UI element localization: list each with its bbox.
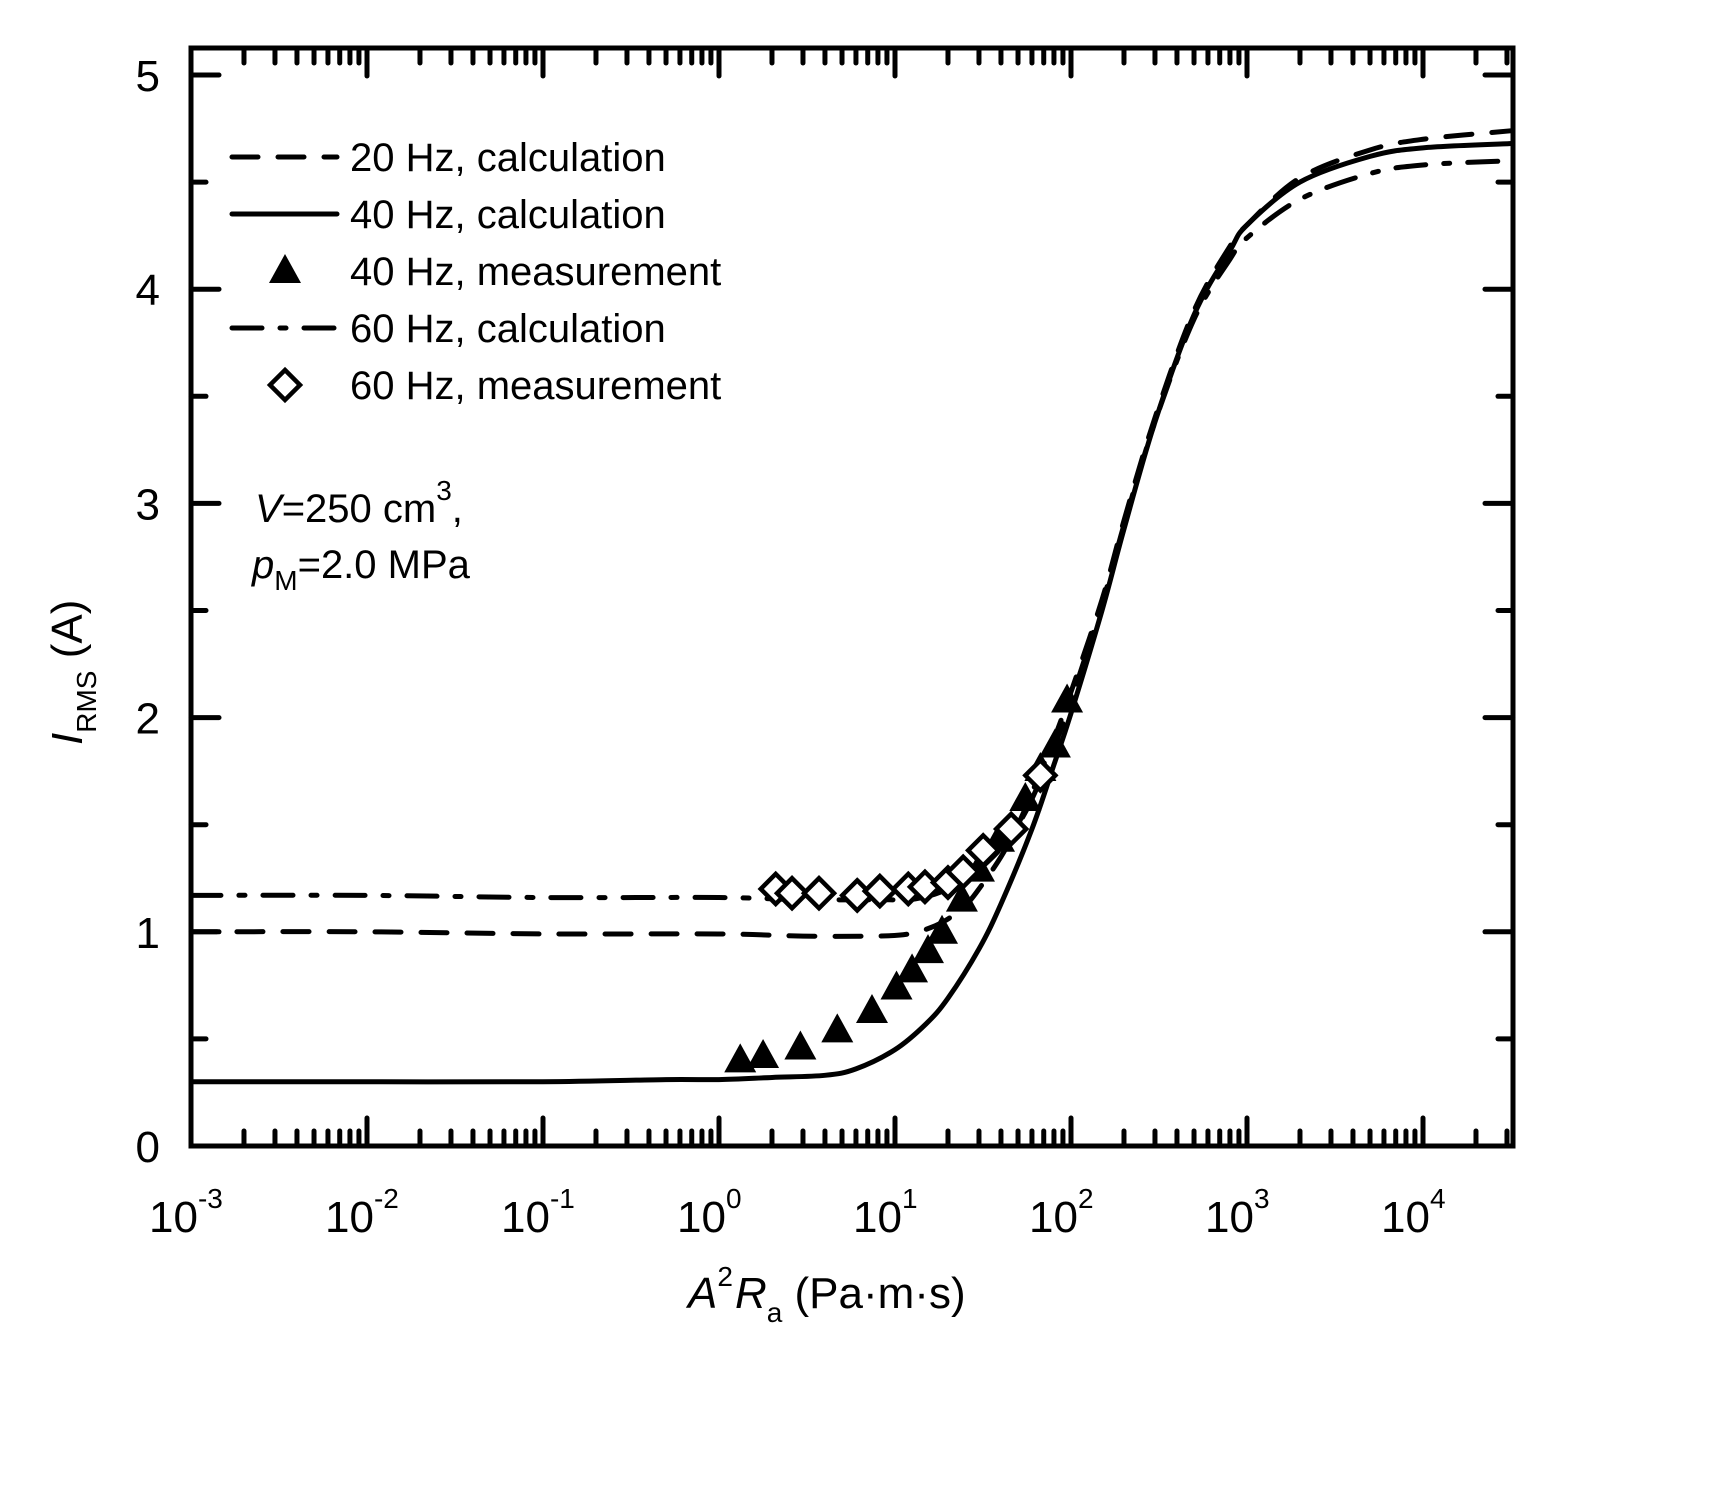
y-tick-label: 3 [136,480,160,529]
legend-label: 40 Hz, measurement [350,250,721,294]
x-tick-base: 10 [149,1193,198,1242]
x-tick-base: 10 [325,1193,374,1242]
x-tick-base: 10 [1205,1193,1254,1242]
x-tick-label: 103 [1205,1183,1270,1242]
y-title-sub: RMS [71,671,102,733]
marker-triangle [880,970,913,1000]
x-tick-base: 10 [853,1193,902,1242]
x-title-a: A [685,1269,717,1318]
y-tick-label: 2 [136,695,160,744]
series-line-60-hz-calculation [191,158,1513,903]
annotation-line1: V=250 cm3, [255,475,463,531]
marker-triangle [912,934,945,964]
legend-item: 40 Hz, calculation [229,193,666,237]
x-tick-exponent: -1 [550,1183,575,1214]
marker-diamond [861,872,899,910]
annotation-pressure: =2.0 MPa [298,543,471,587]
markers-layer [724,683,1084,1073]
legend: 20 Hz, calculation 40 Hz, calculation 40 H… [229,136,721,408]
marker-triangle [821,1013,854,1043]
marker-diamond [800,875,838,912]
marker-triangle [1038,728,1071,758]
y-tick-label: 1 [136,909,160,958]
x-tick-exponent: 0 [726,1183,742,1214]
x-tick-exponent: 2 [1078,1183,1094,1214]
x-tick-base: 10 [677,1193,726,1242]
annotation-var-p: p [251,543,274,587]
legend-label: 60 Hz, calculation [350,307,666,351]
marker-triangle [724,1043,757,1073]
x-tick-exponent: 1 [902,1183,918,1214]
x-title-r: R [735,1269,767,1318]
legend-label: 40 Hz, calculation [350,193,666,237]
x-tick-label: 10-1 [501,1183,575,1242]
plot-frame [188,45,1516,1149]
x-title-sub: a [767,1297,783,1328]
x-tick-base: 10 [501,1193,550,1242]
x-tick-base: 10 [1029,1193,1078,1242]
x-axis-title: A2Ra (Pa·m·s) [685,1261,966,1328]
x-tick-label: 10-2 [325,1183,399,1242]
annotation-var-v: V [255,487,285,531]
y-title-unit: (A) [43,600,92,671]
annotation-sup: 3 [436,475,452,506]
legend-label: 60 Hz, measurement [350,364,721,408]
marker-diamond [992,810,1030,848]
annotation-comma: , [452,487,463,531]
x-title-unit: (Pa·m·s) [782,1269,965,1318]
y-axis-title: IRMS (A) [43,600,102,745]
legend-triangle-icon [269,254,301,283]
annotation-line2: pM=2.0 MPa [251,543,471,596]
y-tick-label: 4 [136,266,160,315]
x-tick-label: 102 [1029,1183,1094,1242]
marker-triangle [1009,781,1042,811]
marker-triangle [945,882,978,912]
x-title-sup: 2 [717,1261,733,1292]
x-tick-label: 101 [853,1183,918,1242]
annotation-volume: =250 cm [282,487,437,531]
marker-diamond [773,875,811,912]
annotation-sub: M [274,565,297,596]
legend-diamond-icon [266,366,304,404]
x-tick-exponent: -2 [374,1183,399,1214]
legend-label: 20 Hz, calculation [350,136,666,180]
annotation: V=250 cm3, pM=2.0 MPa [251,475,471,596]
series-line-40-hz-calculation [191,141,1513,1085]
x-tick-label: 100 [677,1183,742,1242]
marker-triangle [855,994,888,1024]
marker-diamond [965,832,1002,869]
marker-diamond [944,853,982,891]
y-tick-label: 5 [136,52,160,101]
y-title-i: I [43,733,92,745]
y-tick-label: 0 [136,1123,160,1172]
x-tick-base: 10 [1381,1193,1430,1242]
legend-item: 40 Hz, measurement [269,250,721,294]
marker-triangle [784,1030,817,1060]
x-tick-label: 104 [1381,1183,1446,1242]
x-tick-exponent: 3 [1254,1183,1270,1214]
marker-diamond [1022,757,1059,794]
x-tick-exponent: -3 [198,1183,223,1214]
marker-triangle [896,953,929,983]
x-tick-label: 10-3 [149,1183,223,1242]
legend-item: 20 Hz, calculation [229,136,666,180]
marker-triangle [747,1039,780,1069]
legend-item: 60 Hz, calculation [229,307,666,351]
marker-triangle [926,914,959,944]
x-tick-exponent: 4 [1430,1183,1446,1214]
legend-item: 60 Hz, measurement [266,364,721,408]
marker-triangle [1051,683,1084,713]
